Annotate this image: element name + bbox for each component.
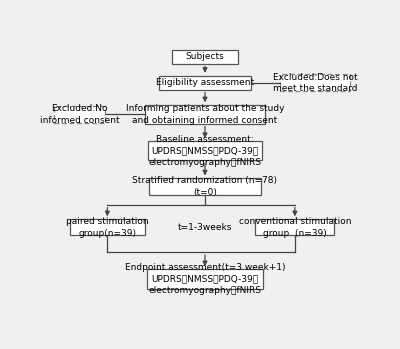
FancyBboxPatch shape: [144, 105, 266, 124]
Text: Stratified randomization (n=78)
(t=0): Stratified randomization (n=78) (t=0): [132, 176, 278, 197]
Text: t=1-3weeks: t=1-3weeks: [178, 223, 232, 232]
Text: Excluded:No
informed consent: Excluded:No informed consent: [40, 104, 119, 125]
Text: Informing patients about the study
and obtaining informed consent: Informing patients about the study and o…: [126, 104, 284, 125]
Text: Endpoint assessment(t=3 week+1)
UPDRS、NMSS、PDQ-39、
electromyography、fNIRS: Endpoint assessment(t=3 week+1) UPDRS、NM…: [125, 263, 285, 295]
FancyBboxPatch shape: [255, 219, 334, 235]
FancyBboxPatch shape: [148, 141, 262, 161]
FancyBboxPatch shape: [149, 178, 261, 194]
FancyBboxPatch shape: [172, 50, 238, 64]
Text: conventional stimulation
group  (n=39): conventional stimulation group (n=39): [239, 217, 351, 238]
FancyBboxPatch shape: [54, 106, 105, 123]
FancyBboxPatch shape: [280, 74, 350, 91]
Text: Excluded:Does not
meet the standard: Excluded:Does not meet the standard: [273, 73, 357, 93]
Text: Eligibility assessment: Eligibility assessment: [156, 78, 254, 87]
FancyBboxPatch shape: [70, 219, 144, 235]
Text: Subjects: Subjects: [186, 52, 224, 61]
Text: paired stimulation
group(n=39): paired stimulation group(n=39): [66, 217, 149, 238]
FancyBboxPatch shape: [147, 269, 263, 289]
FancyBboxPatch shape: [159, 76, 251, 90]
Text: Baseline assessment:
UPDRS、NMSS、PDQ-39、
electromyography、fNIRS: Baseline assessment: UPDRS、NMSS、PDQ-39、 …: [148, 135, 262, 167]
